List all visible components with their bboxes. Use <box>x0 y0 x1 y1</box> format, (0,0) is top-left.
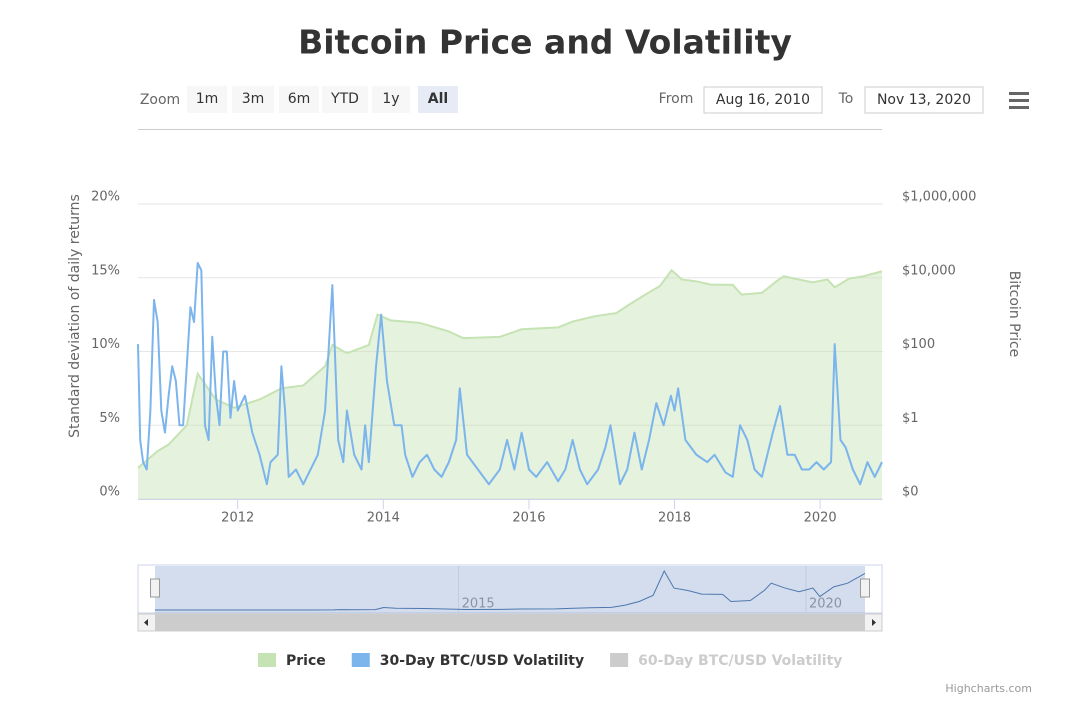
legend-swatch <box>258 653 276 667</box>
to-date: Nov 13, 2020 <box>877 92 971 108</box>
y2-tick-label: $10,000 <box>902 263 956 278</box>
navigator-series <box>155 569 866 611</box>
menu-bar <box>1009 99 1029 102</box>
x-tick-label: 2012 <box>221 511 254 526</box>
to-label: To <box>838 91 854 107</box>
legend-swatch <box>610 653 629 667</box>
range-button-label: All <box>428 91 448 107</box>
range-button-label: 6m <box>288 91 311 107</box>
range-button[interactable] <box>372 86 410 113</box>
y-tick-label: 5% <box>99 411 120 426</box>
legend-swatch <box>351 653 370 667</box>
navigator-tick-label: 2020 <box>809 597 842 612</box>
x-tick-label: 2016 <box>512 511 545 526</box>
y2-tick-label: $1,000,000 <box>902 190 976 205</box>
scrollbar-thumb[interactable] <box>155 614 865 631</box>
range-button[interactable] <box>187 86 227 113</box>
menu-button[interactable] <box>1009 92 1029 109</box>
from-date: Aug 16, 2010 <box>716 92 810 108</box>
y2-tick-label: $100 <box>902 337 935 352</box>
zoom-label: Zoom <box>140 92 180 108</box>
from-input[interactable] <box>703 86 823 114</box>
credits[interactable]: Highcharts.com <box>945 682 1032 695</box>
x-tick-label: 2020 <box>804 511 837 526</box>
scrollbar-arrow[interactable] <box>872 619 876 626</box>
range-button[interactable] <box>418 86 458 113</box>
x-tick-label: 2018 <box>658 511 691 526</box>
navigator-handle[interactable] <box>860 578 870 598</box>
y-axis-title: Standard deviation of daily returns <box>67 194 83 438</box>
range-button[interactable] <box>232 86 274 113</box>
navigator-frame <box>137 564 883 614</box>
range-button-label: YTD <box>330 91 359 107</box>
y-tick-label: 15% <box>91 263 120 278</box>
y2-axis-title: Bitcoin Price <box>1006 271 1022 358</box>
legend-item[interactable]: 60-Day BTC/USD Volatility <box>610 653 842 669</box>
menu-bar <box>1009 92 1029 95</box>
range-button-label: 3m <box>242 91 265 107</box>
chart-title: Bitcoin Price and Volatility <box>298 23 792 62</box>
y-tick-label: 10% <box>91 337 120 352</box>
legend-label: 60-Day BTC/USD Volatility <box>638 653 842 669</box>
legend-label: Price <box>286 653 326 669</box>
y-tick-label: 0% <box>99 485 120 500</box>
legend-item[interactable]: Price <box>258 653 326 669</box>
range-button-label: 1m <box>196 91 219 107</box>
area-line <box>137 268 883 469</box>
x-tick-label: 2014 <box>367 511 400 526</box>
series-line <box>137 262 883 486</box>
range-button[interactable] <box>322 86 368 113</box>
legend-label: 30-Day BTC/USD Volatility <box>380 653 584 669</box>
navigator-mask <box>155 566 865 613</box>
y2-tick-label: $1 <box>902 411 919 426</box>
navigator-tick-label: 2015 <box>462 597 495 612</box>
range-button[interactable] <box>279 86 319 113</box>
legend-item[interactable]: 30-Day BTC/USD Volatility <box>351 653 584 669</box>
from-label: From <box>659 91 694 107</box>
menu-bar <box>1009 106 1029 109</box>
navigator-handle[interactable] <box>150 578 160 598</box>
range-button-label: 1y <box>382 91 399 107</box>
to-input[interactable] <box>864 86 984 114</box>
scrollbar-arrow[interactable] <box>144 619 148 626</box>
area-fill <box>138 270 882 499</box>
y-tick-label: 20% <box>91 190 120 205</box>
y2-tick-label: $0 <box>902 485 919 500</box>
